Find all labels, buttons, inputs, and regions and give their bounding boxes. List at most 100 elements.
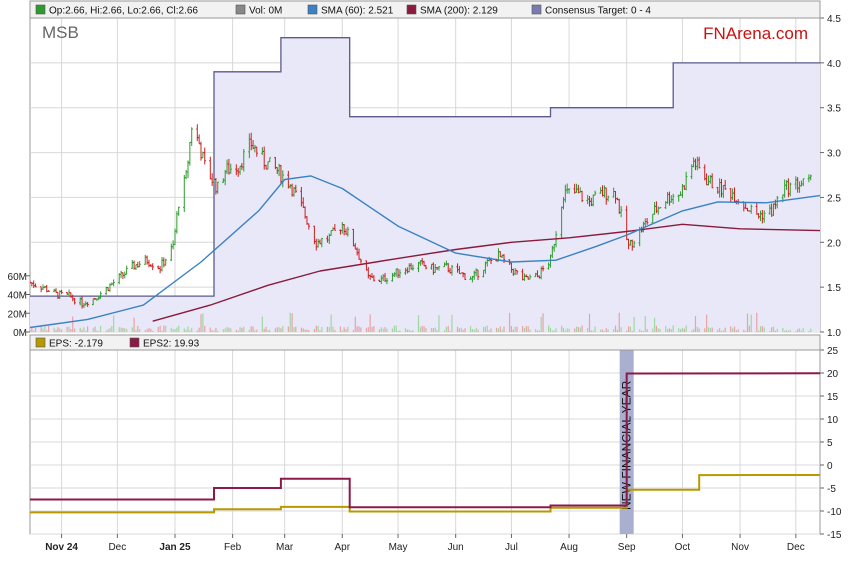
volume-bar (577, 327, 579, 332)
volume-bar (304, 329, 306, 332)
volume-bar (430, 328, 433, 332)
volume-bar (157, 326, 159, 332)
volume-bar (313, 329, 315, 332)
volume-bar (380, 327, 382, 332)
volume-bar (81, 329, 83, 332)
volume-bar (748, 325, 750, 332)
volume-bar (495, 327, 498, 332)
volume-bar (588, 313, 591, 332)
volume-bar (758, 330, 760, 332)
volume-bar (666, 329, 669, 332)
volume-bar (782, 327, 784, 332)
volume-bar (217, 330, 219, 332)
eps-tick-label: 0 (827, 461, 833, 472)
volume-bar (360, 327, 362, 332)
volume-bar (226, 326, 228, 332)
volume-bar (94, 326, 96, 332)
volume-bar (527, 326, 529, 332)
volume-bar (574, 328, 576, 332)
volume-bar (239, 326, 241, 332)
volume-bar (280, 328, 282, 332)
volume-bar (282, 326, 284, 332)
volume-bar (564, 330, 566, 332)
volume-bar (105, 330, 107, 332)
volume-bar (139, 329, 141, 332)
volume-bar (482, 326, 485, 332)
volume-bar (170, 327, 172, 332)
x-tick-label: Jun (448, 542, 464, 553)
volume-bar (189, 330, 191, 332)
volume-bar (456, 326, 459, 332)
consensus-line (30, 37, 820, 297)
volume-bar (126, 328, 128, 332)
volume-bar (256, 329, 258, 332)
eps-plot: NEW FINANCIAL YEAR (30, 350, 820, 534)
volume-bar (365, 328, 368, 332)
volume-bar (706, 314, 708, 332)
volume-bar (72, 316, 74, 332)
volume-bar (501, 329, 503, 332)
volume-bar (735, 330, 737, 332)
consensus-area (30, 37, 820, 332)
x-tick-label: Sep (618, 542, 636, 553)
volume-bar (693, 328, 695, 332)
volume-bar (165, 325, 167, 332)
ticker-label: MSB (42, 23, 79, 42)
volume-bar (477, 329, 479, 332)
volume-bar (321, 327, 323, 332)
eps-tick-label: 5 (827, 438, 833, 449)
volume-bar (241, 327, 243, 332)
volume-bar (594, 326, 596, 332)
volume-bar (639, 329, 641, 332)
volume-bar (698, 328, 700, 332)
volume-tick-label: 0M (13, 328, 27, 339)
volume-bar (328, 326, 330, 332)
legend-swatch (129, 337, 140, 348)
volume-bar (209, 327, 211, 332)
volume-bar (137, 325, 139, 332)
volume-bar (152, 330, 154, 332)
volume-bar (510, 325, 513, 332)
volume-tick-label: 40M (8, 291, 27, 302)
volume-bar (745, 330, 747, 332)
volume-bar (711, 327, 713, 332)
volume-bar (691, 330, 693, 332)
x-tick-label: Dec (787, 542, 805, 553)
x-tick-label: Dec (108, 542, 126, 553)
volume-bar (581, 325, 583, 332)
volume-bar (269, 329, 271, 332)
volume-bar (679, 329, 682, 332)
volume-bar (33, 330, 35, 332)
volume-bar (191, 327, 193, 332)
volume-bar (174, 328, 176, 332)
volume-bar (395, 325, 397, 332)
volume-bar (200, 314, 202, 332)
volume-bar (614, 325, 617, 332)
volume-bar (40, 325, 42, 332)
volume-bar (769, 331, 771, 332)
volume-bar (425, 328, 427, 332)
volume-bar (161, 330, 163, 332)
volume-bar (343, 327, 345, 332)
volume-bar (659, 328, 661, 332)
volume-bar (345, 329, 347, 332)
volume-bar (488, 330, 490, 332)
x-tick-label: Jan 25 (159, 542, 191, 553)
volume-bar (756, 312, 758, 332)
volume-bar (421, 325, 423, 332)
volume-bar (562, 327, 565, 332)
volume-bar (230, 328, 232, 332)
volume-bar (613, 329, 615, 332)
volume-bar (148, 327, 150, 332)
legend-text: SMA (200): 2.129 (420, 6, 498, 17)
price-tick-label: 4.5 (827, 14, 841, 25)
volume-bar (694, 316, 697, 332)
volume-bar (367, 327, 369, 332)
volume-bar (47, 325, 50, 332)
volume-bar (471, 328, 473, 332)
volume-bar (469, 326, 472, 332)
volume-bar (566, 328, 568, 332)
volume-bar (640, 330, 643, 332)
volume-bar (717, 329, 719, 332)
